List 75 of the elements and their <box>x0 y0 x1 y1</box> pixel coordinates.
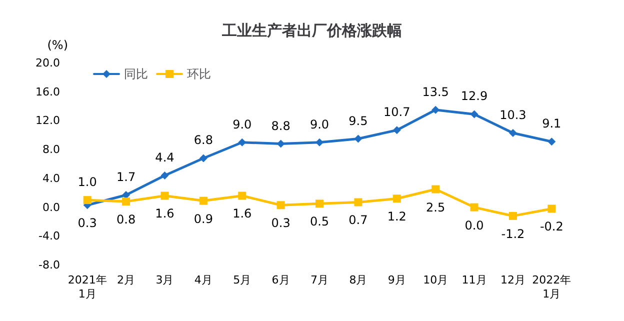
point <box>83 196 92 204</box>
data-label: 9.1 <box>542 116 562 131</box>
x-tick-label: 3月 <box>156 274 174 286</box>
data-label: 12.9 <box>460 89 488 104</box>
y-axis-title: (%) <box>47 38 68 52</box>
x-tick-label: 8月 <box>349 274 368 286</box>
y-tick-label: 16.0 <box>36 85 60 98</box>
point <box>392 194 401 203</box>
data-label: 0.8 <box>116 212 136 227</box>
point <box>354 198 362 206</box>
point <box>470 203 478 212</box>
x-tick-label: 4月 <box>194 274 212 286</box>
point <box>316 138 324 146</box>
point <box>470 110 478 118</box>
legend-label: 环比 <box>187 67 211 81</box>
data-label: 6.8 <box>194 133 213 148</box>
point <box>316 200 324 208</box>
point <box>432 185 440 194</box>
point <box>276 140 285 148</box>
point <box>392 126 401 134</box>
chart-title: 工业生产者出厂价格涨跌幅 <box>221 22 402 40</box>
x-tick-label: 10月 <box>423 274 448 286</box>
data-label: 0.9 <box>194 212 213 226</box>
x-tick-label: 6月 <box>272 274 290 286</box>
point <box>508 212 517 220</box>
point <box>238 138 246 146</box>
data-label: 0.3 <box>78 216 97 230</box>
point <box>199 196 208 205</box>
x-tick-label: 2月 <box>117 274 136 286</box>
data-label: 0.5 <box>310 214 330 229</box>
y-tick-label: 20.0 <box>36 56 60 70</box>
point <box>548 138 556 146</box>
data-label: 9.0 <box>232 117 252 132</box>
point <box>354 134 362 143</box>
x-tick-label: 7月 <box>310 274 328 286</box>
x-tick-label: 5月 <box>233 274 252 286</box>
data-label: 1.2 <box>387 210 406 224</box>
y-tick-label: -4.0 <box>38 230 60 243</box>
x-tick-label: 9月 <box>388 274 406 286</box>
data-label: -0.2 <box>540 220 564 234</box>
data-label: 1.7 <box>116 170 136 184</box>
point <box>432 106 440 114</box>
data-label: 1.0 <box>78 175 97 190</box>
data-label: 10.3 <box>500 108 526 122</box>
y-tick-label: 12.0 <box>36 114 60 128</box>
point <box>238 192 246 200</box>
data-label: 9.5 <box>348 114 368 128</box>
data-label: -1.2 <box>501 226 525 241</box>
x-tick-label: 2022年 1月 <box>532 274 572 300</box>
data-label: 13.5 <box>422 84 449 99</box>
data-label: 0.3 <box>271 216 290 230</box>
data-label: 9.0 <box>310 117 330 132</box>
point <box>276 201 285 210</box>
point <box>160 172 169 180</box>
x-tick-label: 2021年 1月 <box>68 274 107 300</box>
y-tick-label: -8.0 <box>38 258 60 272</box>
data-label: 0.7 <box>348 213 368 228</box>
y-tick-label: 0.0 <box>42 200 60 214</box>
point <box>548 204 556 213</box>
x-tick-label: 12月 <box>500 274 526 286</box>
point <box>508 128 517 137</box>
data-label: 0.0 <box>464 218 484 232</box>
x-tick-label: 11月 <box>462 274 487 286</box>
data-label: 4.4 <box>155 150 174 165</box>
point <box>160 192 169 200</box>
point <box>199 154 208 162</box>
legend-label: 同比 <box>124 67 148 81</box>
y-tick-label: 8.0 <box>42 143 60 156</box>
data-label: 2.5 <box>426 200 446 214</box>
data-label: 8.8 <box>271 118 290 133</box>
data-label: 1.6 <box>232 206 252 221</box>
point <box>122 198 130 206</box>
y-tick-label: 4.0 <box>42 172 60 185</box>
data-label: 1.6 <box>155 206 174 221</box>
data-label: 10.7 <box>384 105 410 120</box>
